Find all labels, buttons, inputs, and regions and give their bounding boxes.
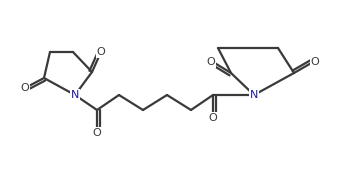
Text: O: O bbox=[92, 128, 101, 138]
Text: N: N bbox=[250, 90, 258, 100]
Text: O: O bbox=[209, 113, 217, 123]
Text: O: O bbox=[97, 47, 106, 57]
Text: O: O bbox=[311, 57, 319, 67]
Text: O: O bbox=[207, 57, 215, 67]
Text: N: N bbox=[71, 90, 79, 100]
Text: O: O bbox=[20, 83, 29, 93]
